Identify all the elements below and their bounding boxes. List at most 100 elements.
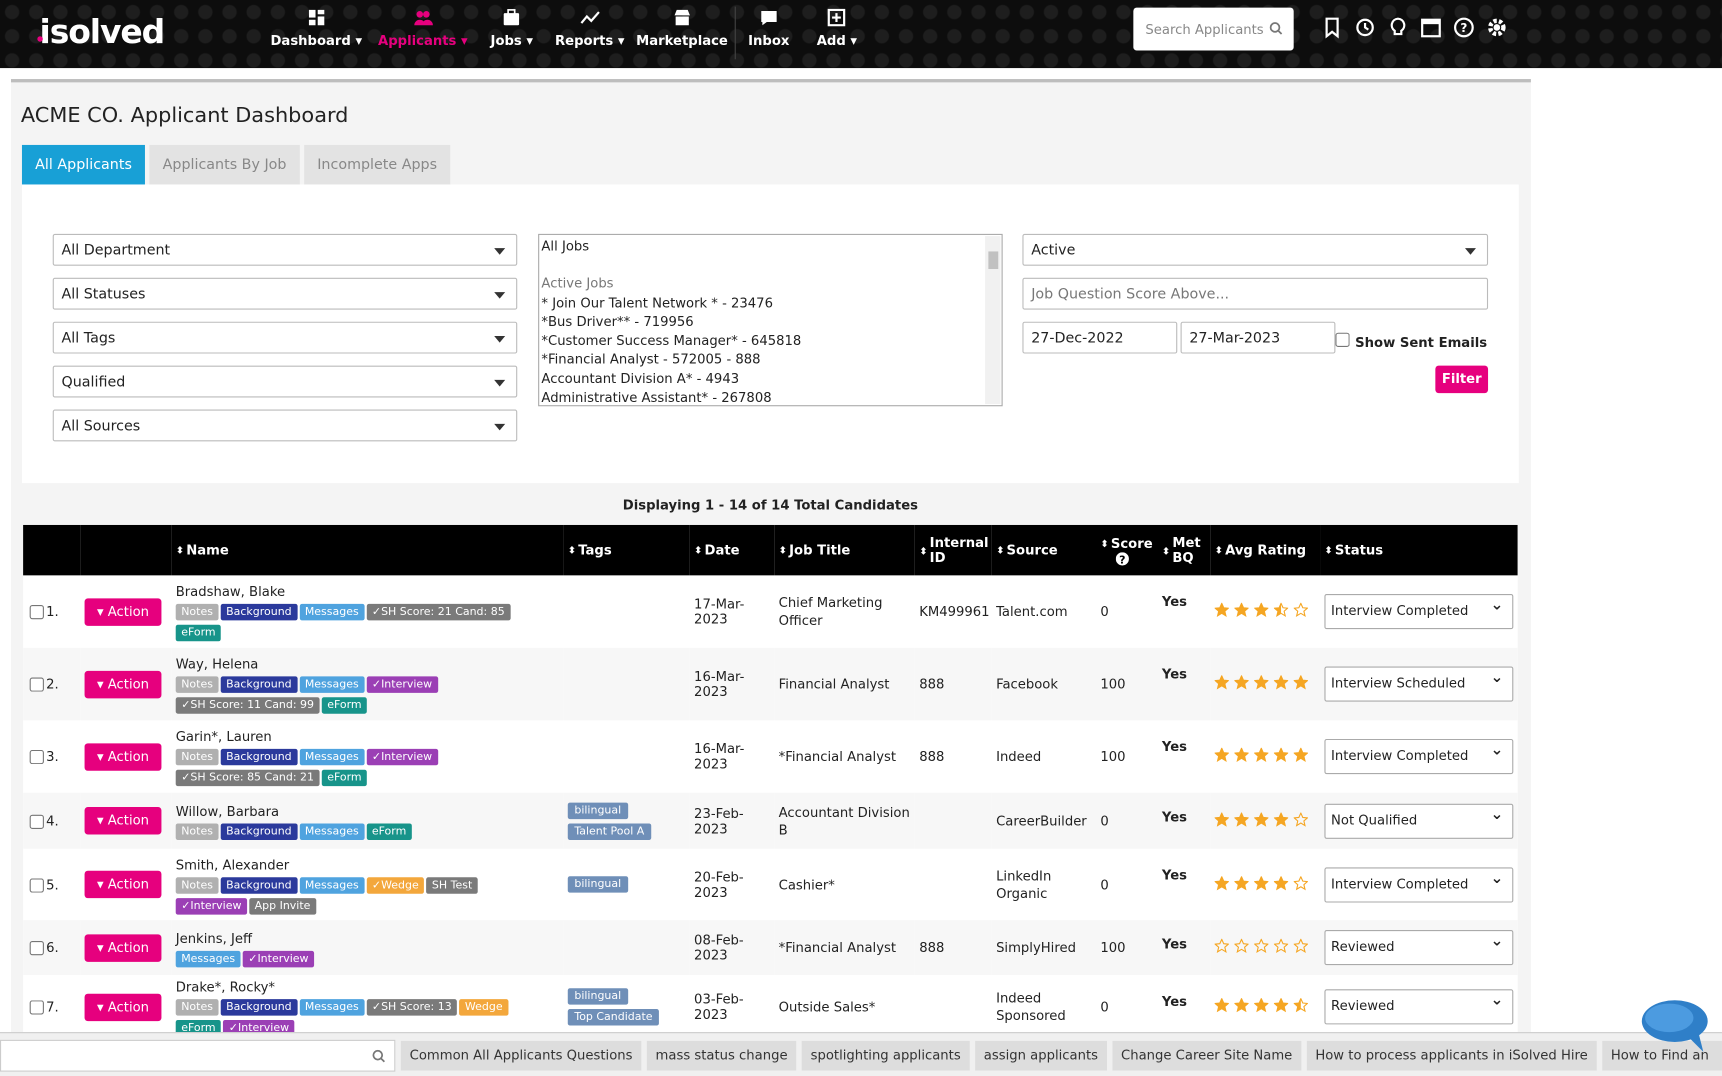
applicant-name[interactable]: Bradshaw, Blake bbox=[176, 584, 559, 599]
column-header[interactable]: Tags bbox=[563, 525, 689, 576]
help-link[interactable]: Change Career Site Name bbox=[1112, 1041, 1301, 1071]
help-link[interactable]: spotlighting applicants bbox=[802, 1041, 970, 1071]
badge[interactable]: ✓Wedge bbox=[366, 877, 424, 893]
badge[interactable]: Messages bbox=[299, 824, 364, 840]
nav-item[interactable]: Add bbox=[817, 9, 857, 49]
row-checkbox[interactable] bbox=[30, 1000, 44, 1014]
status-filter[interactable]: Active bbox=[1022, 234, 1488, 266]
action-button[interactable]: Action bbox=[85, 670, 162, 697]
status-select[interactable]: Reviewed bbox=[1324, 930, 1513, 965]
action-button[interactable]: Action bbox=[85, 934, 162, 961]
badge[interactable]: Notes bbox=[176, 676, 219, 692]
search-box[interactable]: Search Applicants bbox=[1133, 8, 1293, 51]
badge[interactable]: ✓Interview bbox=[243, 950, 314, 966]
row-checkbox[interactable] bbox=[30, 750, 44, 764]
column-header[interactable]: Avg Rating bbox=[1210, 525, 1320, 576]
help-link[interactable]: mass status change bbox=[647, 1041, 797, 1071]
settings-icon[interactable] bbox=[1486, 15, 1508, 39]
jobs-option[interactable]: *Bus Driver** - 719956 bbox=[541, 313, 984, 332]
badge[interactable]: eForm bbox=[322, 697, 367, 713]
show-sent-checkbox[interactable] bbox=[1335, 333, 1349, 347]
logo[interactable]: isolved bbox=[40, 13, 165, 51]
column-header[interactable]: Internal ID bbox=[915, 525, 992, 576]
date-to[interactable]: 27-Mar-2023 bbox=[1181, 322, 1336, 354]
nav-item[interactable]: Inbox bbox=[748, 9, 789, 49]
badge[interactable]: Wedge bbox=[459, 999, 508, 1015]
column-header[interactable]: Status bbox=[1320, 525, 1518, 576]
help-link[interactable]: Common All Applicants Questions bbox=[401, 1041, 641, 1071]
badge[interactable]: Background bbox=[221, 749, 298, 765]
badge[interactable]: Notes bbox=[176, 824, 219, 840]
tab[interactable]: Applicants By Job bbox=[149, 145, 299, 185]
badge[interactable]: Background bbox=[221, 824, 298, 840]
tab[interactable]: All Applicants bbox=[22, 145, 145, 185]
nav-item[interactable]: Reports bbox=[555, 9, 624, 49]
row-checkbox[interactable] bbox=[30, 677, 44, 691]
badge[interactable]: ✓SH Score: 13 bbox=[366, 999, 457, 1015]
column-header[interactable]: Score? bbox=[1096, 525, 1157, 576]
status-select[interactable]: Interview Completed bbox=[1324, 739, 1513, 774]
jobs-option[interactable]: Administrative Assistant* - 267808 bbox=[541, 389, 984, 406]
badge[interactable]: ✓SH Score: 11 Cand: 99 bbox=[176, 697, 320, 713]
applicant-name[interactable]: Jenkins, Jeff bbox=[176, 931, 559, 946]
status-select[interactable]: Not Qualified bbox=[1324, 803, 1513, 838]
nav-item[interactable]: Dashboard bbox=[270, 9, 362, 49]
badge[interactable]: eForm bbox=[176, 625, 221, 641]
badge[interactable]: ✓SH Score: 85 Cand: 21 bbox=[176, 770, 320, 786]
row-checkbox[interactable] bbox=[30, 878, 44, 892]
idea-icon[interactable] bbox=[1387, 15, 1409, 39]
jobs-option[interactable]: *Customer Success Manager* - 645818 bbox=[541, 332, 984, 351]
badge[interactable]: Messages bbox=[176, 950, 241, 966]
history-icon[interactable] bbox=[1354, 15, 1376, 39]
bookmark-icon[interactable] bbox=[1321, 15, 1343, 39]
filter-select[interactable]: All Tags bbox=[53, 322, 518, 354]
help-icon[interactable]: ? bbox=[1453, 15, 1475, 39]
applicant-name[interactable]: Smith, Alexander bbox=[176, 857, 559, 872]
tab[interactable]: Incomplete Apps bbox=[304, 145, 450, 185]
action-button[interactable]: Action bbox=[85, 807, 162, 834]
applicant-name[interactable]: Drake*, Rocky* bbox=[176, 979, 559, 994]
chat-button[interactable] bbox=[1640, 997, 1710, 1054]
badge[interactable]: SH Test bbox=[426, 877, 477, 893]
nav-item[interactable]: Jobs bbox=[491, 9, 533, 49]
badge[interactable]: eForm bbox=[176, 1020, 221, 1032]
badge[interactable]: Background bbox=[221, 999, 298, 1015]
filter-button[interactable]: Filter bbox=[1435, 366, 1488, 393]
badge[interactable]: Background bbox=[221, 676, 298, 692]
applicant-name[interactable]: Garin*, Lauren bbox=[176, 729, 559, 744]
badge[interactable]: ✓Interview bbox=[366, 749, 437, 765]
nav-item[interactable]: Applicants bbox=[378, 9, 468, 49]
filter-select[interactable]: All Department bbox=[53, 234, 518, 266]
column-header[interactable]: Job Title bbox=[774, 525, 915, 576]
badge[interactable]: Background bbox=[221, 604, 298, 620]
help-link[interactable]: assign applicants bbox=[975, 1041, 1107, 1071]
status-select[interactable]: Reviewed bbox=[1324, 989, 1513, 1024]
help-link[interactable]: How to process applicants in iSolved Hir… bbox=[1307, 1041, 1597, 1071]
filter-select[interactable]: All Sources bbox=[53, 410, 518, 442]
jobs-option[interactable]: *Financial Analyst - 572005 - 888 bbox=[541, 351, 984, 370]
filter-select[interactable]: All Statuses bbox=[53, 278, 518, 310]
column-header[interactable]: Date bbox=[690, 525, 775, 576]
status-select[interactable]: Interview Completed bbox=[1324, 594, 1513, 629]
badge[interactable]: Messages bbox=[299, 749, 364, 765]
badge[interactable]: Notes bbox=[176, 999, 219, 1015]
badge[interactable]: eForm bbox=[366, 824, 411, 840]
badge[interactable]: Messages bbox=[299, 877, 364, 893]
nav-item[interactable]: Marketplace bbox=[636, 9, 728, 49]
jobs-option[interactable]: * Join Our Talent Network * - 23476 bbox=[541, 294, 984, 313]
action-button[interactable]: Action bbox=[85, 871, 162, 898]
row-checkbox[interactable] bbox=[30, 814, 44, 828]
badge[interactable]: eForm bbox=[322, 770, 367, 786]
badge[interactable]: Background bbox=[221, 877, 298, 893]
badge[interactable]: Notes bbox=[176, 877, 219, 893]
applicant-name[interactable]: Way, Helena bbox=[176, 657, 559, 672]
applicant-name[interactable]: Willow, Barbara bbox=[176, 804, 559, 819]
badge[interactable]: Messages bbox=[299, 604, 364, 620]
help-icon[interactable]: ? bbox=[1116, 552, 1129, 565]
badge[interactable]: ✓Interview bbox=[176, 898, 247, 914]
jobs-option[interactable]: Accountant Division A* - 4943 bbox=[541, 370, 984, 389]
badge[interactable]: ✓SH Score: 21 Cand: 85 bbox=[366, 604, 510, 620]
help-search[interactable] bbox=[0, 1040, 395, 1072]
jobs-listbox[interactable]: All Jobs Active Jobs * Join Our Talent N… bbox=[538, 234, 1003, 406]
column-header[interactable]: Name bbox=[171, 525, 563, 576]
